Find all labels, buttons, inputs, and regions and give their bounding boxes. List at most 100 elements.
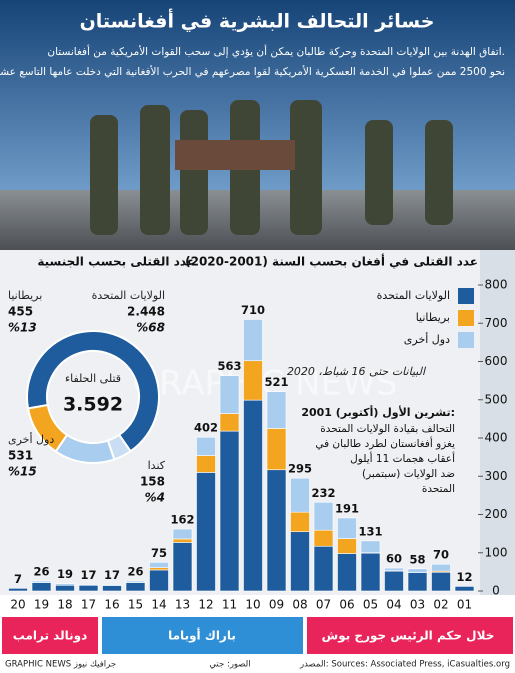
bar-segment bbox=[407, 568, 428, 573]
donut-category: كندا bbox=[148, 459, 166, 472]
x-tick-label: 14 bbox=[151, 598, 166, 612]
x-tick-label: 09 bbox=[269, 598, 284, 612]
donut-value: 531 bbox=[8, 449, 33, 463]
x-tick-label: 17 bbox=[81, 598, 96, 612]
value-label: 60 bbox=[386, 552, 402, 566]
value-label: 17 bbox=[104, 568, 120, 582]
value-label: 17 bbox=[80, 568, 96, 582]
bar-segment bbox=[266, 469, 287, 592]
bar-segment bbox=[102, 585, 122, 592]
bar-segment bbox=[219, 413, 240, 432]
bar-segment bbox=[431, 563, 451, 572]
value-label: 12 bbox=[456, 570, 472, 584]
footer-band bbox=[0, 655, 515, 673]
y-tick-label: 500 bbox=[485, 392, 508, 406]
value-label: 710 bbox=[241, 303, 265, 317]
value-label: 402 bbox=[194, 421, 218, 435]
donut-segment bbox=[26, 403, 69, 453]
donut-segment bbox=[26, 330, 160, 453]
president-label: باراك أوباما bbox=[168, 628, 236, 644]
value-label: 7 bbox=[14, 572, 22, 586]
value-label: 26 bbox=[127, 565, 143, 579]
bar-segment bbox=[266, 428, 287, 471]
bar-segment bbox=[149, 567, 169, 571]
legend-swatch bbox=[458, 288, 474, 304]
x-tick-label: 01 bbox=[457, 598, 472, 612]
value-label: 26 bbox=[33, 565, 49, 579]
bar-segment bbox=[454, 586, 475, 592]
donut-category: دول أخرى bbox=[8, 432, 54, 446]
x-tick-label: 08 bbox=[292, 598, 307, 612]
subtitle: نحو 2500 ممن عملوا في الخدمة العسكرية ال… bbox=[0, 65, 505, 78]
y-tick-label: 800 bbox=[485, 278, 508, 292]
bar-segment bbox=[337, 538, 357, 554]
bar-segment bbox=[313, 501, 334, 531]
x-tick-label: 15 bbox=[128, 598, 143, 612]
annotation-title: تشرين الأول (أكتوبر) 2001: bbox=[301, 405, 455, 419]
bar-chart-title: عدد القتلى في أفغان بحسب السنة (2001-202… bbox=[185, 254, 478, 269]
x-tick-label: 13 bbox=[175, 598, 190, 612]
donut-value: 158 bbox=[140, 475, 165, 489]
footer-source: المصدر: Sources: Associated Press, iCasu… bbox=[299, 660, 510, 670]
bar-segment bbox=[31, 582, 52, 592]
bar-segment bbox=[407, 572, 428, 592]
value-label: 162 bbox=[170, 513, 194, 527]
legend-label: بريطانيا bbox=[416, 311, 450, 324]
y-tick-label: 0 bbox=[492, 584, 500, 598]
bar-segment bbox=[243, 399, 263, 592]
donut-total: 3.592 bbox=[63, 394, 123, 416]
x-tick-label: 20 bbox=[10, 598, 25, 612]
bar-segment bbox=[219, 430, 240, 592]
x-tick-label: 12 bbox=[198, 598, 213, 612]
value-label: 131 bbox=[358, 524, 382, 538]
president-band bbox=[307, 617, 513, 654]
y-tick-label: 600 bbox=[485, 354, 508, 368]
value-label: 295 bbox=[288, 462, 312, 476]
x-tick-label: 10 bbox=[245, 598, 260, 612]
y-tick-label: 200 bbox=[485, 507, 508, 521]
x-tick-label: 16 bbox=[104, 598, 119, 612]
bar-segment bbox=[31, 580, 52, 583]
value-label: 58 bbox=[409, 552, 425, 566]
bar-segment bbox=[243, 319, 263, 362]
bar-segment bbox=[337, 553, 357, 592]
donut-percent: %4 bbox=[145, 491, 165, 505]
bar-segment bbox=[196, 436, 216, 456]
bar-segment bbox=[266, 391, 287, 429]
donut-center-label: قتلى الحلفاء bbox=[65, 372, 121, 385]
legend-swatch bbox=[458, 332, 474, 348]
bar-segment bbox=[125, 580, 146, 583]
watermark: GRAPHIC NEWS bbox=[133, 364, 398, 404]
x-axis-band bbox=[0, 595, 515, 615]
donut-category: بريطانيا bbox=[8, 289, 42, 302]
bar-segment bbox=[360, 540, 381, 554]
donut-percent: %15 bbox=[8, 465, 37, 479]
bar-segment bbox=[172, 528, 193, 540]
annotation-line: التحالف بقيادة الولايات المتحدة bbox=[320, 423, 455, 435]
donut-value: 455 bbox=[8, 305, 33, 319]
x-tick-label: 06 bbox=[339, 598, 354, 612]
bar-segment bbox=[243, 360, 263, 401]
bar-segment bbox=[384, 570, 404, 592]
donut-value: 2.448 bbox=[127, 305, 165, 319]
bar-segment bbox=[55, 583, 75, 586]
x-tick-label: 18 bbox=[57, 598, 72, 612]
x-tick-label: 02 bbox=[433, 598, 448, 612]
value-label: 191 bbox=[335, 501, 359, 515]
bar-segment bbox=[290, 477, 310, 513]
president-band bbox=[102, 617, 303, 654]
annotation-line: يغزو أفغانستان لطرد طالبان في bbox=[315, 436, 455, 450]
x-tick-label: 11 bbox=[222, 598, 237, 612]
bar-segment bbox=[78, 584, 99, 592]
bar-segment bbox=[196, 472, 216, 592]
y-tick-label: 700 bbox=[485, 316, 508, 330]
value-label: 563 bbox=[217, 359, 241, 373]
bar-segment bbox=[360, 552, 381, 592]
bar-segment bbox=[149, 562, 169, 568]
president-label: خلال حكم الرئيس جورج بوش bbox=[322, 629, 495, 644]
x-tick-label: 05 bbox=[363, 598, 378, 612]
donut-percent: %68 bbox=[136, 321, 165, 335]
value-label: 232 bbox=[311, 486, 335, 500]
bar-segment bbox=[384, 567, 404, 572]
